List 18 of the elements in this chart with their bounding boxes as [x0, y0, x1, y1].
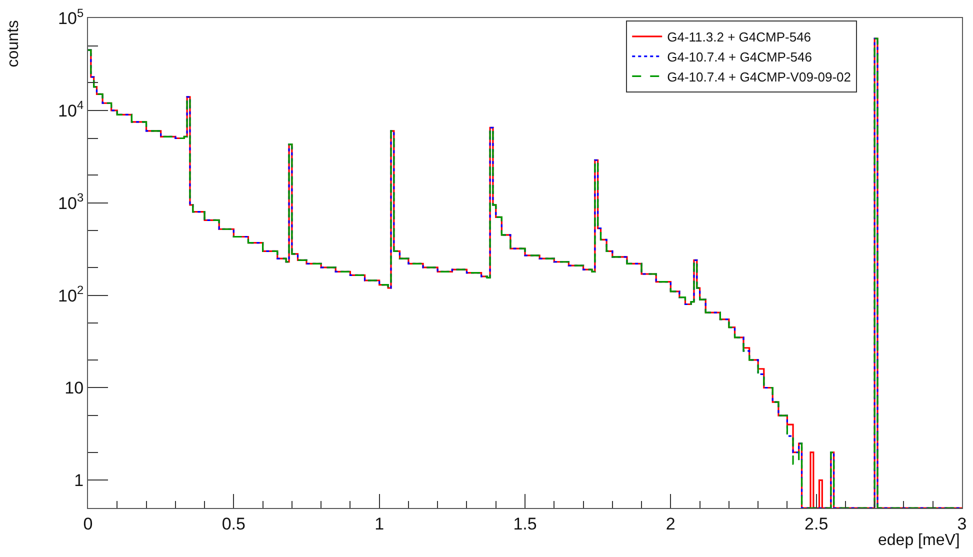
y-tick-label: 10: [64, 378, 84, 398]
legend-label: G4-10.7.4 + G4CMP-546: [667, 49, 812, 64]
y-tick-label: 10$^{5}$: [58, 6, 84, 28]
x-tick-label: 0: [83, 514, 93, 534]
legend-label: G4-11.3.2 + G4CMP-546: [667, 29, 812, 44]
x-tick-label: 3: [957, 514, 967, 534]
x-tick-label: 1.5: [513, 514, 537, 534]
y-tick-label: 10$^{2}$: [58, 283, 84, 306]
x-tick-label: 2: [666, 514, 676, 534]
x-axis-title: edep [meV]: [878, 532, 960, 549]
y-tick-label: 1: [74, 471, 84, 490]
x-tick-label: 1: [374, 514, 384, 534]
y-axis-title: counts: [5, 20, 22, 68]
x-tick-label: 0.5: [222, 514, 246, 534]
x-tick-label: 2.5: [804, 514, 828, 534]
legend-label: G4-10.7.4 + G4CMP-V09-09-02: [667, 69, 852, 84]
y-tick-label: 10$^{4}$: [58, 98, 84, 120]
y-tick-label: 10$^{3}$: [58, 190, 84, 213]
